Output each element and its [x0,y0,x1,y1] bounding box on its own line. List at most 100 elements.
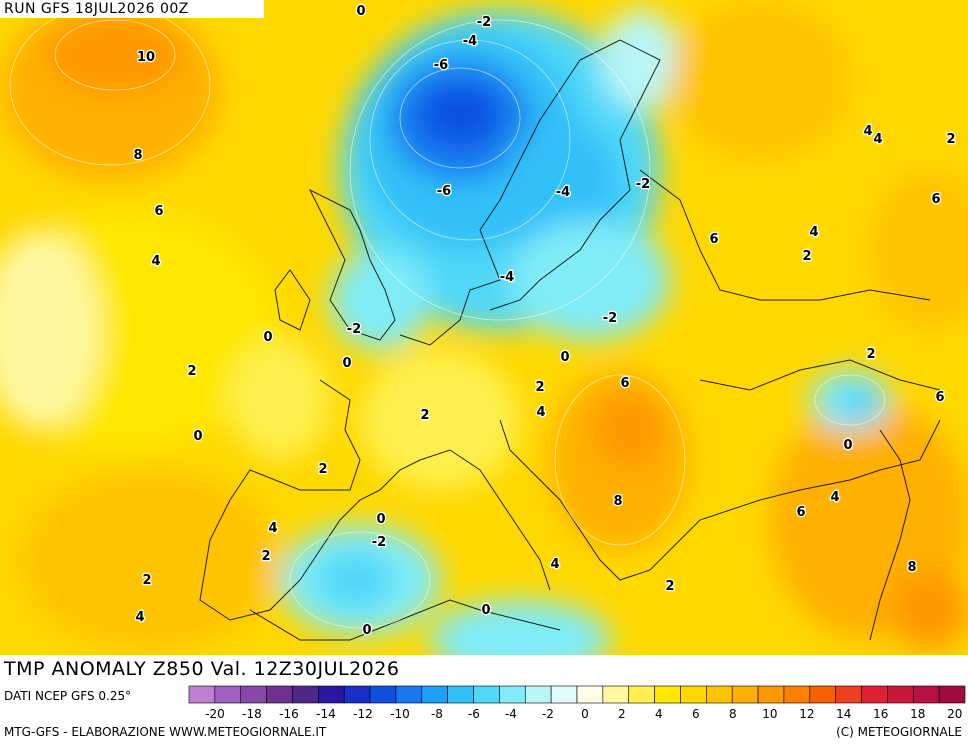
contour-label: -4 [463,34,477,49]
contour-label: -6 [437,184,451,199]
contour-label: 4 [151,254,160,269]
color-legend: -20 -18 -16 -14 -12 -10 -8 -6 -4 -2 0 2 4 6 8 10 12 14 16 1… [188,685,966,721]
contour-label: 0 [193,429,202,444]
contour-label: 4 [536,405,545,420]
legend-tick-label: -16 [279,707,299,721]
contour-label: 4 [863,124,872,139]
legend-tick-label: 4 [655,707,663,721]
legend-tick-label: 10 [762,707,777,721]
legend-swatch [188,685,216,704]
footer: DATI NCEP GFS 0.25° -20 -18 -16 -14 -12 -10 -8… [0,683,968,745]
legend-swatch [447,685,474,704]
legend-tick-label: -12 [353,707,373,721]
legend-tick-label: 6 [692,707,700,721]
legend-swatch [861,685,888,704]
contour-label: -2 [347,322,361,337]
contour-label: 4 [830,490,839,505]
legend-swatch [628,685,655,704]
legend-swatch [938,685,966,704]
contour-label: 6 [931,192,940,207]
legend-swatch [912,685,940,704]
contour-label: 6 [154,204,163,219]
contour-label: -2 [603,311,617,326]
contour-label: 6 [620,376,629,391]
contour-label: 2 [665,579,674,594]
contour-label: 0 [356,4,365,19]
contour-label: 0 [481,603,490,618]
contour-label: 4 [809,225,818,240]
legend-tick-label: -20 [205,707,225,721]
contour-label: 2 [261,549,270,564]
legend-swatch [550,685,578,704]
contour-label: 6 [935,390,944,405]
contour-label: -2 [372,535,386,550]
legend-swatch [680,685,707,704]
contour-label: 2 [420,408,429,423]
contour-label: -6 [434,58,448,73]
legend-swatch [292,685,319,704]
legend-tick-label: -2 [542,707,554,721]
legend-tick-label: -6 [468,707,480,721]
legend-tick-label: 16 [873,707,888,721]
legend-swatch [369,685,397,704]
legend-swatch [809,685,836,704]
legend-swatch [783,685,811,704]
legend-swatch [266,685,293,704]
contour-label: 0 [376,512,385,527]
contour-label: 4 [135,610,144,625]
legend-swatch [731,685,759,704]
contour-label: 0 [263,330,272,345]
contour-label: 4 [550,557,559,572]
contour-label: 2 [866,347,875,362]
legend-tick-label: 14 [836,707,851,721]
legend-tick-label: -18 [242,707,262,721]
legend-swatch [654,685,681,704]
legend-swatch [706,685,733,704]
legend-tick-label: 8 [729,707,737,721]
legend-tick-label: -10 [390,707,410,721]
legend-swatch [318,685,345,704]
contour-label: -4 [500,270,514,285]
legend-tick-label: -14 [316,707,336,721]
legend-tick-label: 2 [618,707,626,721]
contour-label: 2 [142,573,151,588]
legend-swatch [524,685,552,704]
contour-label: -2 [636,177,650,192]
contour-label: 10 [137,50,155,65]
contour-label: 8 [613,494,622,509]
legend-swatch [395,685,423,704]
contour-label: 2 [318,462,327,477]
legend-swatch [343,685,371,704]
legend-swatch [757,685,785,704]
contour-label: 4 [268,521,277,536]
legend-tick-label: 12 [799,707,814,721]
contour-label: 2 [187,364,196,379]
legend-swatch [576,685,604,704]
legend-tick-label: -8 [431,707,443,721]
contour-label: 2 [946,132,955,147]
legend-swatch [602,685,630,704]
credit-left: MTG-GFS - ELABORAZIONE WWW.METEOGIORNALE… [4,725,327,739]
contour-label: 0 [362,623,371,638]
map-title: TMP ANOMALY Z850 Val. 12Z30JUL2026 [0,655,440,683]
legend-swatch [499,685,526,704]
legend-tick-label: 18 [910,707,925,721]
credit-right: (C) METEOGIORNALE [836,725,962,739]
legend-swatch [835,685,862,704]
legend-swatch [473,685,500,704]
run-label: RUN GFS 18JUL2026 00Z [0,0,264,18]
contour-label: 2 [802,249,811,264]
legend-swatch [887,685,914,704]
legend-tick-label: -4 [505,707,517,721]
coastlines [199,39,941,641]
legend-tick-label: 0 [581,707,589,721]
contour-label: 0 [342,356,351,371]
legend-swatch [240,685,267,704]
contour-label: 4 [873,132,882,147]
contour-label: 2 [535,380,544,395]
legend-tick-label: 20 [947,707,962,721]
contour-label: -4 [556,185,570,200]
contour-label: 6 [796,505,805,520]
contour-label: -2 [477,15,491,30]
